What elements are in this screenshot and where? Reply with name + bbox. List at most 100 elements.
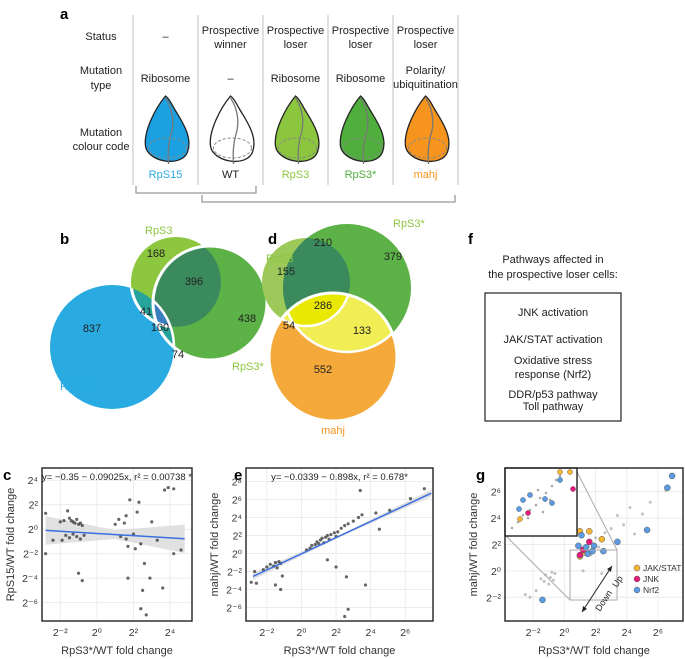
- data-point: [339, 526, 343, 530]
- pathways-box: [484, 292, 622, 422]
- panel-label-c: c: [3, 467, 11, 484]
- data-point: [547, 582, 551, 586]
- data-point: [597, 545, 601, 549]
- status-text-2: winner: [213, 39, 247, 51]
- bracket-rps15-wt: [135, 186, 257, 194]
- data-point: [615, 513, 619, 517]
- venn-b-count-rps15-rps3star: 74: [172, 349, 184, 361]
- data-point: [124, 537, 128, 541]
- data-point: [343, 524, 347, 528]
- data-point: [633, 532, 637, 536]
- data-point: [144, 613, 148, 617]
- venn-d-label-rps3: RpS3: [266, 253, 294, 265]
- x-tick-label: 2⁰: [559, 627, 570, 639]
- panel-f: Pathways affected in the prospective los…: [484, 254, 622, 422]
- row-label-colour-code-2: colour code: [73, 141, 130, 153]
- y-tick-label: 2⁴: [28, 475, 38, 487]
- genotype-label: WT: [222, 169, 239, 181]
- y-tick-label: 2⁰: [28, 524, 39, 536]
- data-point: [334, 565, 338, 569]
- data-point: [603, 531, 607, 535]
- x-tick-label: 2⁰: [92, 627, 103, 639]
- mutation-type-text: Ribosome: [336, 73, 386, 85]
- data-point: [329, 533, 333, 537]
- data-point-jnk: [576, 551, 584, 559]
- pathway-jakstat: JAK/STAT activation: [503, 334, 602, 346]
- data-point: [139, 542, 143, 546]
- data-point: [346, 607, 350, 611]
- wing-disc-icon: [144, 95, 190, 165]
- data-point: [75, 534, 79, 539]
- plot-frame: [504, 467, 684, 622]
- plot-area: [246, 468, 433, 621]
- status-text-2: loser: [284, 39, 308, 51]
- data-point: [126, 544, 130, 548]
- data-point: [553, 572, 557, 576]
- plot-frame: [245, 467, 434, 622]
- regression-equation: y= −0.0339 − 0.898x, r² = 0.678*: [271, 472, 408, 483]
- venn-d-count-rps3-only: 155: [277, 266, 295, 278]
- data-point: [124, 514, 128, 518]
- data-point: [594, 536, 598, 540]
- data-point-nrf2: [578, 532, 585, 539]
- data-point: [64, 533, 68, 537]
- venn-d-count-rps3-mahj: 54: [283, 320, 295, 332]
- y-tick-label: 2⁴: [491, 513, 501, 525]
- wing-disc-icon: [404, 95, 450, 165]
- data-point: [346, 522, 350, 526]
- wing-disc-icon: [339, 95, 385, 165]
- inset-point: [536, 488, 540, 492]
- inset-point-highlight: [557, 477, 563, 483]
- data-point: [539, 577, 543, 581]
- venn-d: 155 210 379 286 54 133 552 RpS3 RpS3* ma…: [262, 218, 426, 437]
- y-tick-label: 2⁻²: [227, 567, 242, 579]
- mutation-type-text-2: ubiquitination: [393, 79, 458, 91]
- inset-point: [534, 503, 538, 507]
- data-point-nrf2: [575, 542, 582, 550]
- legend-label: JAK/STAT: [643, 563, 681, 573]
- x-tick-label: 2⁰: [296, 627, 307, 639]
- inset-point-highlight: [516, 506, 522, 512]
- x-axis-label: RpS3*/WT fold change: [61, 645, 173, 657]
- data-point: [310, 543, 314, 548]
- venn-b-count-all: 100: [151, 322, 169, 334]
- venn-b-label-rps3star: RpS3*: [232, 361, 265, 373]
- data-point: [66, 509, 70, 513]
- row-label-mutation-type-2: type: [91, 80, 112, 92]
- data-point: [581, 569, 585, 573]
- data-point: [358, 488, 362, 493]
- venn-b-count-rps3-rps3star: 396: [185, 276, 203, 288]
- y-axis-label: mahj/WT fold change: [468, 493, 480, 597]
- data-point: [640, 512, 644, 516]
- y-tick-label: 2⁴: [232, 513, 242, 525]
- data-point: [73, 521, 77, 525]
- genotype-label: RpS3: [282, 169, 310, 181]
- regression-line: [252, 492, 432, 578]
- data-point: [422, 487, 426, 491]
- plot-frame: [41, 467, 193, 622]
- y-tick-label: 2²: [492, 540, 502, 552]
- data-point-nrf2: [584, 550, 592, 557]
- inset-point-highlight: [525, 510, 531, 516]
- data-point-nrf2: [582, 543, 590, 551]
- data-point-nrf2: [590, 542, 598, 550]
- inset-point-highlight: [527, 492, 533, 498]
- inset-point: [544, 491, 548, 495]
- mutation-type-text: Ribosome: [271, 73, 321, 85]
- venn-b-count-rps3-only: 168: [147, 248, 165, 260]
- data-point: [528, 595, 532, 599]
- x-tick-label: 2⁶: [400, 627, 410, 639]
- data-point: [58, 520, 62, 524]
- data-point: [119, 534, 123, 539]
- zoom-region: [569, 549, 618, 601]
- x-axis-label: RpS3*/WT fold change: [538, 645, 650, 657]
- data-point: [80, 523, 84, 528]
- data-point: [67, 536, 72, 540]
- x-tick-label: 2⁻²: [53, 627, 68, 639]
- row-label-mutation-type: Mutation: [80, 65, 122, 77]
- pathway-oxidative-1: Oxidative stress: [514, 355, 593, 367]
- data-point: [551, 578, 555, 582]
- venn-b-count-rps15-rps3: 41: [140, 306, 152, 318]
- status-text: –: [162, 31, 169, 43]
- scatter-panel-e: 2⁻² 2⁰ 2² 2⁴ 2⁶ 2⁸ 2⁶ 2⁴ 2² 2⁰ 2⁻² 2⁻⁴ 2⁻⁶ RpS3*/WT f…: [209, 467, 434, 657]
